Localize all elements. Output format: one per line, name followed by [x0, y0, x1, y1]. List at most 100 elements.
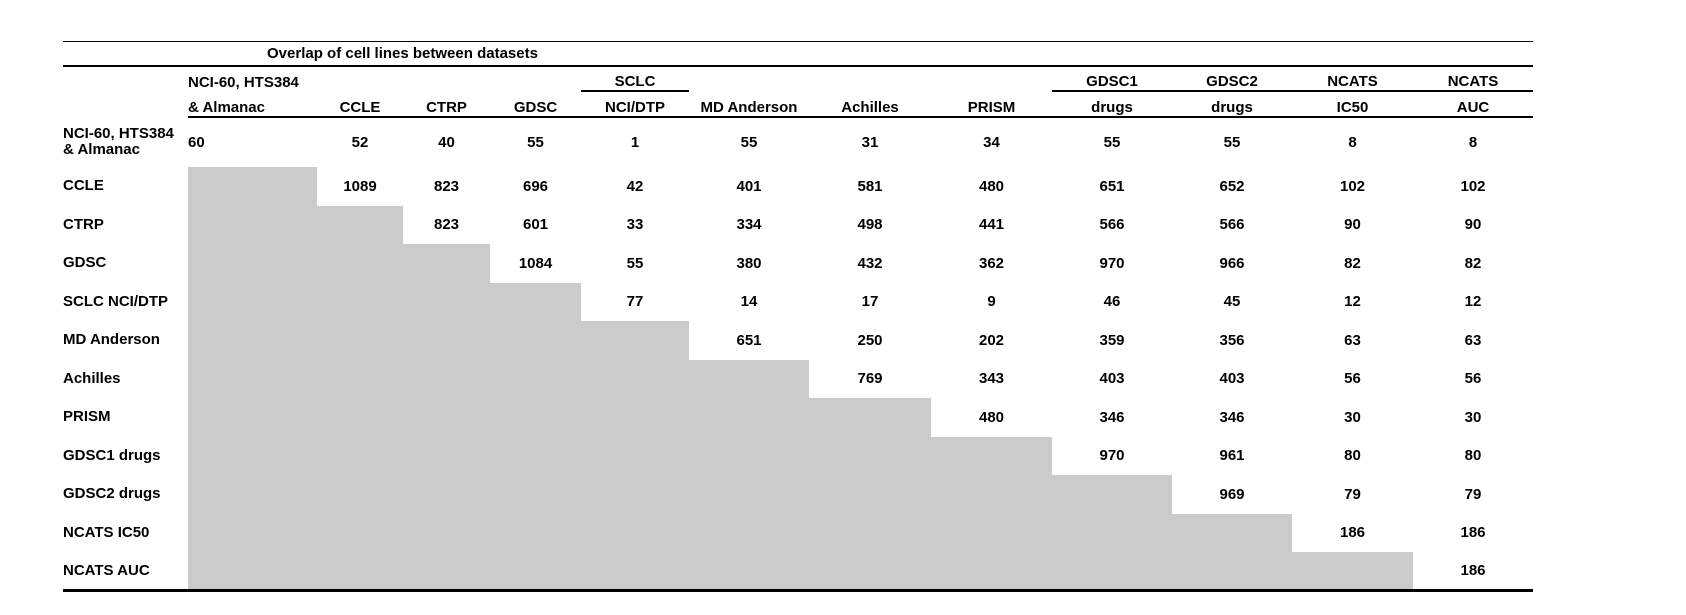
value-cell: 566 [1099, 216, 1125, 234]
value-cell: 63 [1344, 331, 1361, 349]
table-row: NCATS IC50 186 186 [63, 513, 1533, 552]
shaded-cell [317, 552, 403, 591]
column-header-sclc-nci-dtp: NCI/DTP [581, 91, 689, 118]
table-title: Overlap of cell lines between datasets [63, 41, 1533, 67]
value-cell: 63 [1464, 331, 1482, 349]
shaded-cell [403, 244, 490, 283]
value-cell: 359 [1099, 331, 1125, 349]
value-cell: 401 [736, 177, 762, 195]
shaded-cell [581, 359, 689, 398]
value-cell: 55 [740, 134, 758, 151]
value-cell: 356 [1219, 331, 1245, 349]
row-label-nci60-almanac: NCI-60, HTS384 & Almanac [63, 125, 174, 158]
value-cell: 90 [1464, 216, 1482, 234]
value-cell: 966 [1219, 254, 1245, 272]
shaded-cell [490, 513, 581, 552]
value-cell: 102 [1339, 177, 1366, 195]
value-cell: 82 [1344, 254, 1361, 272]
value-cell: 30 [1464, 408, 1482, 426]
column-header-top-prism [931, 67, 1052, 91]
column-header-top-sclc-nci-dtp: SCLC [581, 67, 689, 92]
value-cell: 498 [857, 216, 883, 234]
value-cell: 651 [1099, 177, 1125, 195]
value-cell: 696 [522, 177, 549, 195]
shaded-cell [1292, 552, 1413, 591]
value-cell: 961 [1219, 447, 1245, 465]
shaded-cell [1172, 552, 1292, 591]
column-header-prism: PRISM [931, 91, 1052, 118]
value-cell: 769 [857, 370, 883, 388]
value-cell: 90 [1344, 216, 1361, 234]
column-header-top-ncats-ic50: NCATS [1292, 67, 1413, 92]
value-cell: 343 [978, 370, 1005, 388]
shaded-cell [317, 244, 403, 283]
column-header-top-ctrp [403, 67, 490, 91]
shaded-cell [403, 513, 490, 552]
shaded-cell [1052, 552, 1172, 591]
row-label-ncats-auc: NCATS AUC [63, 561, 150, 579]
value-cell: 8 [1468, 134, 1478, 151]
shaded-cell [317, 282, 403, 321]
shaded-cell [1052, 513, 1172, 552]
table-row: PRISM 480 346 346 30 30 [63, 398, 1533, 437]
table-row: GDSC2 drugs 969 79 79 [63, 475, 1533, 514]
shaded-cell [931, 436, 1052, 475]
shaded-cell [188, 475, 317, 514]
shaded-cell [809, 475, 931, 514]
column-header-ncats-auc: AUC [1413, 91, 1533, 118]
shaded-cell [689, 398, 809, 437]
value-cell: 441 [978, 216, 1005, 234]
value-cell: 250 [857, 331, 883, 349]
shaded-cell [689, 552, 809, 591]
shaded-cell [317, 475, 403, 514]
shaded-cell [188, 244, 317, 283]
value-cell: 186 [1460, 524, 1486, 542]
value-cell: 30 [1344, 408, 1361, 426]
column-header-top-gdsc2-drugs: GDSC2 [1172, 67, 1292, 92]
table-row: CCLE 1089 823 696 42 401 581 480 651 652 102 102 [63, 167, 1533, 206]
column-header-top-gdsc1-drugs: GDSC1 [1052, 67, 1172, 92]
value-cell: 80 [1344, 447, 1361, 465]
value-cell: 380 [736, 254, 762, 272]
table-row: SCLC NCI/DTP 77 14 17 9 46 45 12 12 [63, 282, 1533, 321]
shaded-cell [490, 321, 581, 360]
value-cell: 12 [1344, 293, 1361, 311]
value-cell: 46 [1103, 293, 1121, 311]
value-cell: 346 [1099, 408, 1125, 426]
value-cell: 55 [1223, 134, 1241, 151]
header-row-top: NCI-60, HTS384 SCLC GDSC1 GDSC2 NCATS NCATS [63, 67, 1533, 92]
shaded-cell [581, 436, 689, 475]
value-cell: 56 [1464, 370, 1482, 388]
value-cell: 186 [1339, 524, 1366, 542]
value-cell: 52 [351, 134, 369, 151]
table-header: NCI-60, HTS384 SCLC GDSC1 GDSC2 NCATS NCATS &… [63, 67, 1533, 118]
value-cell: 186 [1460, 562, 1486, 579]
shaded-cell [188, 321, 317, 360]
shaded-cell [188, 167, 317, 206]
shaded-cell [581, 398, 689, 437]
value-cell: 403 [1219, 370, 1245, 388]
row-label-prism: PRISM [63, 408, 111, 426]
column-header-ncats-ic50: IC50 [1292, 91, 1413, 118]
value-cell: 17 [861, 293, 879, 311]
table-row: NCI-60, HTS384 & Almanac 60 52 40 55 1 55 31 34 55… [63, 117, 1533, 167]
column-header-top-md-anderson [689, 67, 809, 91]
value-cell: 970 [1099, 254, 1125, 272]
shaded-cell [403, 359, 490, 398]
value-cell: 823 [433, 216, 460, 234]
shaded-cell [809, 436, 931, 475]
table-row: CTRP 823 601 33 334 498 441 566 566 90 90 [63, 205, 1533, 244]
header-corner [63, 67, 188, 91]
value-cell: 12 [1464, 293, 1482, 311]
shaded-cell [188, 552, 317, 591]
table-row: Achilles 769 343 403 403 56 56 [63, 359, 1533, 398]
value-cell: 362 [978, 254, 1005, 272]
shaded-cell [490, 359, 581, 398]
column-header-md-anderson: MD Anderson [689, 91, 809, 118]
shaded-cell [403, 282, 490, 321]
value-cell: 1084 [518, 254, 553, 272]
value-cell: 33 [626, 216, 644, 234]
value-cell: 56 [1344, 370, 1361, 388]
column-header-nci60-almanac: & Almanac [188, 91, 317, 118]
column-header-gdsc2-drugs: drugs [1172, 91, 1292, 118]
